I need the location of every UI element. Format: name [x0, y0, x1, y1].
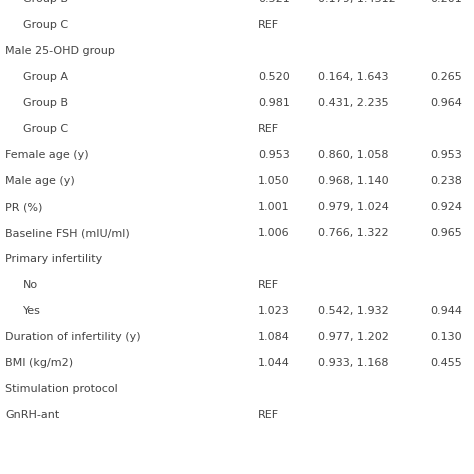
Text: REF: REF	[258, 410, 279, 420]
Text: 0.542, 1.932: 0.542, 1.932	[318, 306, 389, 316]
Text: 1.044: 1.044	[258, 358, 290, 368]
Text: 0.953: 0.953	[258, 150, 290, 160]
Text: 0.860, 1.058: 0.860, 1.058	[318, 150, 389, 160]
Text: Male age (y): Male age (y)	[5, 176, 75, 186]
Text: 0.164, 1.643: 0.164, 1.643	[318, 72, 389, 82]
Text: 0.979, 1.024: 0.979, 1.024	[318, 202, 389, 212]
Text: Baseline FSH (mIU/ml): Baseline FSH (mIU/ml)	[5, 228, 130, 238]
Text: No: No	[23, 280, 38, 290]
Text: 0.521: 0.521	[258, 0, 290, 4]
Text: Group B: Group B	[23, 0, 68, 4]
Text: 0.944: 0.944	[430, 306, 462, 316]
Text: 0.964: 0.964	[430, 98, 462, 108]
Text: 0.933, 1.168: 0.933, 1.168	[318, 358, 389, 368]
Text: 1.001: 1.001	[258, 202, 290, 212]
Text: Group B: Group B	[23, 98, 68, 108]
Text: PR (%): PR (%)	[5, 202, 42, 212]
Text: 0.766, 1.322: 0.766, 1.322	[318, 228, 389, 238]
Text: 0.965: 0.965	[430, 228, 462, 238]
Text: Group C: Group C	[23, 124, 68, 134]
Text: 1.084: 1.084	[258, 332, 290, 342]
Text: Group C: Group C	[23, 20, 68, 30]
Text: Stimulation protocol: Stimulation protocol	[5, 384, 118, 394]
Text: 0.130: 0.130	[430, 332, 462, 342]
Text: 0.924: 0.924	[430, 202, 462, 212]
Text: 0.201: 0.201	[430, 0, 462, 4]
Text: 0.981: 0.981	[258, 98, 290, 108]
Text: REF: REF	[258, 20, 279, 30]
Text: Primary infertility: Primary infertility	[5, 254, 102, 264]
Text: Group A: Group A	[23, 72, 68, 82]
Text: 0.179, 1.4312: 0.179, 1.4312	[318, 0, 396, 4]
Text: 0.455: 0.455	[430, 358, 462, 368]
Text: 1.050: 1.050	[258, 176, 290, 186]
Text: 0.953: 0.953	[430, 150, 462, 160]
Text: BMI (kg/m2): BMI (kg/m2)	[5, 358, 73, 368]
Text: 0.968, 1.140: 0.968, 1.140	[318, 176, 389, 186]
Text: 0.977, 1.202: 0.977, 1.202	[318, 332, 389, 342]
Text: Male 25-OHD group: Male 25-OHD group	[5, 46, 115, 56]
Text: Yes: Yes	[23, 306, 41, 316]
Text: REF: REF	[258, 124, 279, 134]
Text: REF: REF	[258, 280, 279, 290]
Text: 1.006: 1.006	[258, 228, 290, 238]
Text: GnRH-ant: GnRH-ant	[5, 410, 59, 420]
Text: 0.238: 0.238	[430, 176, 462, 186]
Text: 0.431, 2.235: 0.431, 2.235	[318, 98, 389, 108]
Text: Female age (y): Female age (y)	[5, 150, 89, 160]
Text: 0.265: 0.265	[430, 72, 462, 82]
Text: 1.023: 1.023	[258, 306, 290, 316]
Text: Duration of infertility (y): Duration of infertility (y)	[5, 332, 141, 342]
Text: 0.520: 0.520	[258, 72, 290, 82]
